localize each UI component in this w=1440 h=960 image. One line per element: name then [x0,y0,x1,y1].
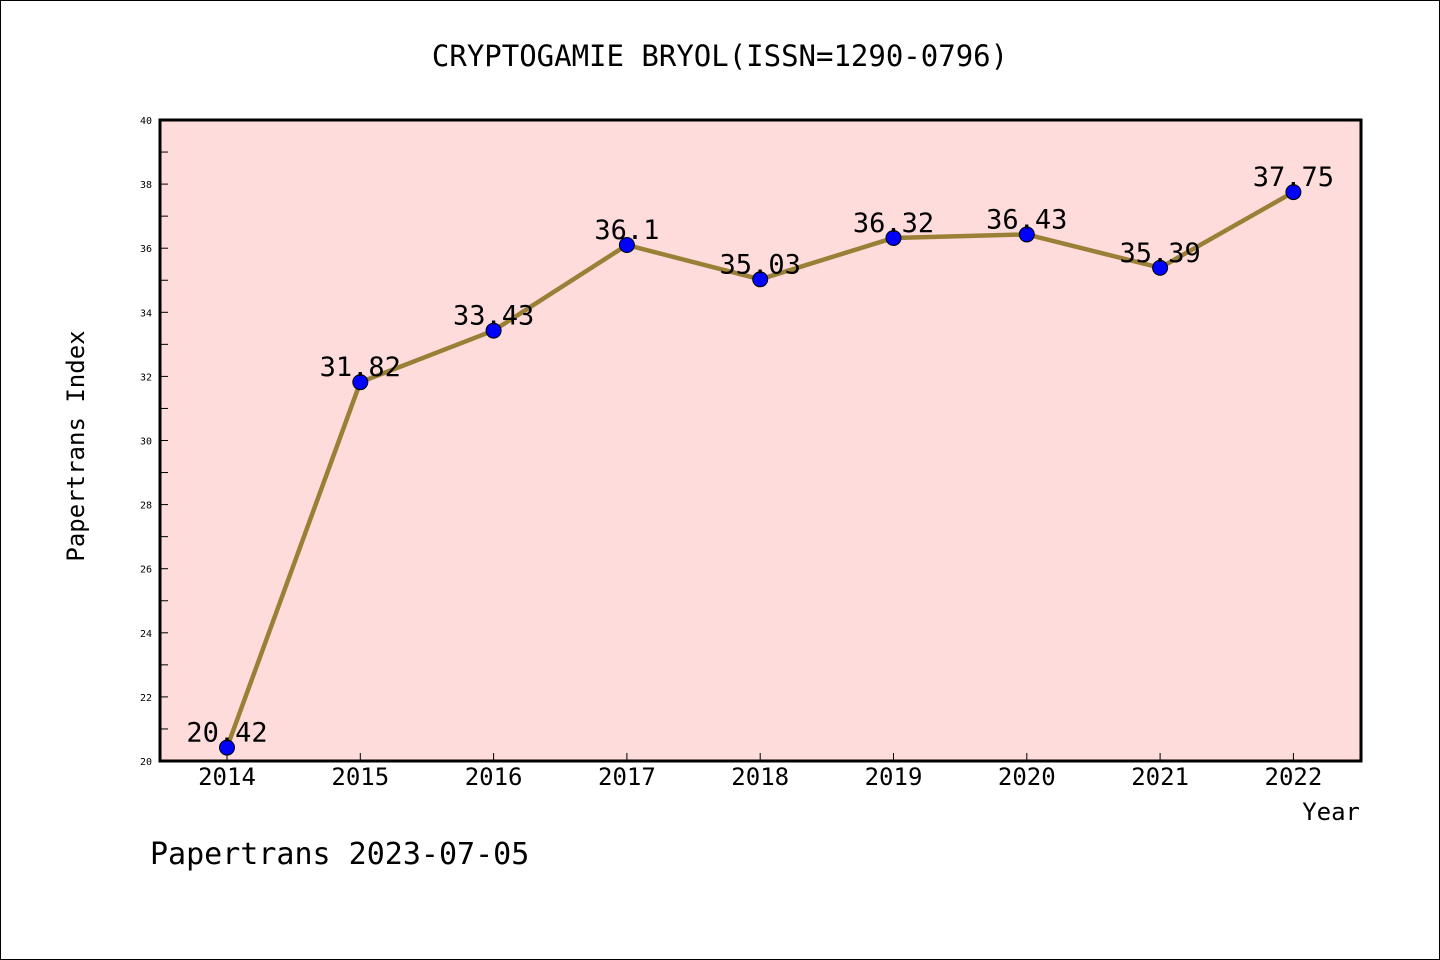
data-point [485,322,502,339]
data-label: 33.43 [453,301,534,332]
y-tick-label: 32 [140,372,152,383]
x-axis-ticks: 2014 2015 2016 2017 2018 2019 2020 2021 2022 [198,753,1322,791]
y-axis-label: Papertrans Index [62,330,90,561]
x-axis-label: Year [1302,798,1360,826]
y-tick-label: 26 [140,565,152,576]
data-label: 31.82 [320,352,401,383]
y-tick-label: 34 [140,308,152,319]
data-labels: 20.42 31.82 33.43 36.1 35.03 36.32 36.43 35.39 3… [186,162,1334,748]
y-tick-label: 28 [140,501,152,512]
data-label: 35.39 [1119,238,1200,269]
data-point [352,374,369,391]
x-tick-label: 2019 [865,763,923,791]
data-point [885,229,902,246]
data-point [752,271,769,288]
data-label: 36.32 [853,208,934,239]
y-tick-label: 40 [140,116,152,127]
x-tick-label: 2020 [998,763,1056,791]
data-point [219,739,235,756]
x-tick-label: 2015 [331,763,389,791]
data-points [219,184,1302,756]
x-tick-label: 2022 [1265,763,1323,791]
data-label: 36.1 [594,215,659,246]
chart-title: CRYPTOGAMIE BRYOL(ISSN=1290-0796) [432,39,1008,73]
y-tick-label: 24 [140,629,152,640]
y-tick-label: 30 [140,437,152,448]
watermark: Papertrans 2023-07-05 [150,837,529,872]
y-axis-ticks: 20 22 24 26 28 30 32 34 36 38 40 [140,116,168,768]
x-tick-label: 2014 [198,763,256,791]
y-tick-label: 20 [140,757,152,768]
data-point [1152,259,1169,276]
x-tick-label: 2017 [598,763,656,791]
data-label: 37.75 [1253,162,1334,193]
data-point [1285,184,1302,201]
x-tick-label: 2018 [731,763,789,791]
x-tick-label: 2021 [1131,763,1189,791]
plot-area [158,118,1363,763]
data-label: 35.03 [720,249,801,280]
data-point [618,236,635,253]
x-tick-label: 2016 [465,763,523,791]
y-tick-label: 36 [140,244,152,255]
y-tick-label: 22 [140,693,152,704]
data-label: 20.42 [186,718,267,749]
y-tick-label: 38 [140,180,152,191]
data-label: 36.43 [986,204,1067,235]
data-point [1018,226,1035,243]
